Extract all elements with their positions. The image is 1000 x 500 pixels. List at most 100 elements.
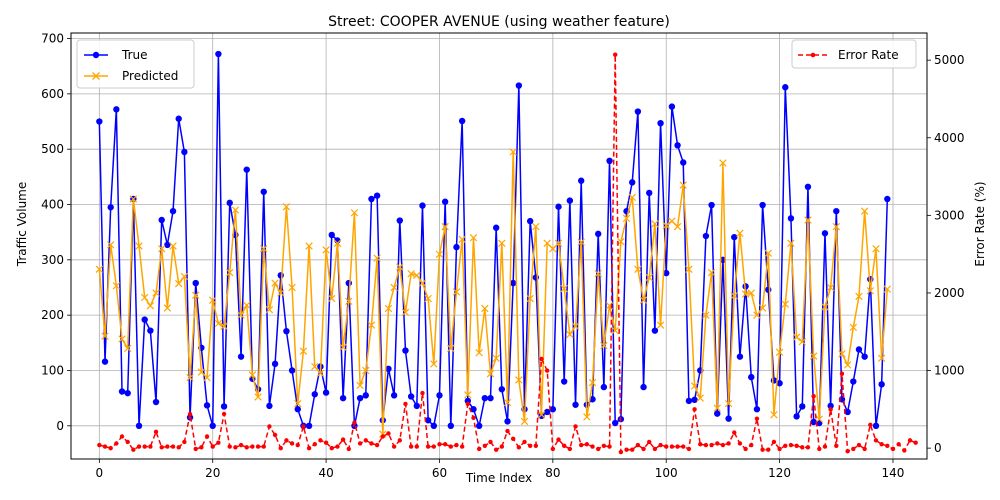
- point-true: [759, 201, 766, 209]
- point-error-rate: [420, 390, 425, 396]
- point-error-rate: [131, 447, 136, 452]
- point-error-rate: [329, 445, 334, 451]
- x-tick-label: 0: [96, 466, 104, 480]
- point-error-rate: [289, 441, 295, 446]
- y-left-tick-label: 500: [41, 142, 64, 156]
- point-error-rate: [454, 442, 459, 448]
- point-predicted: [203, 373, 211, 382]
- point-true: [458, 117, 466, 125]
- point-true: [413, 402, 421, 410]
- point-true: [453, 243, 460, 251]
- point-predicted: [639, 296, 648, 304]
- point-predicted: [282, 202, 291, 211]
- point-error-rate: [607, 444, 612, 449]
- point-predicted: [191, 291, 200, 299]
- point-true: [629, 179, 636, 186]
- point-predicted: [747, 289, 755, 297]
- point-error-rate: [726, 441, 731, 446]
- point-predicted: [180, 272, 189, 281]
- point-true: [101, 358, 109, 365]
- point-true: [164, 241, 171, 249]
- point-error-rate: [233, 445, 238, 450]
- point-error-rate: [505, 428, 510, 434]
- point-true: [515, 82, 523, 89]
- point-true: [209, 422, 216, 430]
- point-predicted: [379, 430, 387, 438]
- point-error-rate: [868, 422, 873, 428]
- legend-predicted-label: Predicted: [122, 69, 178, 83]
- point-predicted: [481, 304, 489, 313]
- point-true: [356, 394, 364, 402]
- series-line-predicted: [98, 151, 889, 435]
- point-true: [572, 401, 579, 408]
- point-true: [651, 327, 659, 334]
- point-true: [827, 402, 834, 410]
- point-predicted: [243, 301, 251, 309]
- point-predicted: [770, 411, 778, 419]
- point-predicted: [577, 238, 585, 246]
- x-tick-label: 60: [432, 466, 447, 480]
- point-error-rate: [618, 449, 624, 455]
- point-error-rate: [839, 371, 845, 376]
- point-error-rate: [544, 368, 550, 373]
- point-predicted: [702, 311, 710, 319]
- x-tick-label: 20: [205, 466, 220, 480]
- point-true: [855, 346, 863, 353]
- point-true: [260, 188, 267, 195]
- point-error-rate: [805, 445, 811, 450]
- point-predicted: [367, 321, 376, 329]
- point-predicted: [248, 371, 257, 379]
- point-predicted: [730, 292, 738, 300]
- point-error-rate: [698, 442, 703, 447]
- point-error-rate: [630, 447, 635, 452]
- point-true: [725, 415, 732, 422]
- point-predicted: [231, 206, 240, 214]
- point-predicted: [583, 413, 591, 421]
- point-true: [748, 373, 755, 381]
- point-error-rate: [692, 407, 697, 412]
- point-predicted: [294, 399, 302, 408]
- point-true: [124, 389, 131, 397]
- point-predicted: [560, 284, 568, 293]
- point-error-rate: [681, 444, 686, 449]
- legend-error-marker: [810, 52, 816, 58]
- point-true: [850, 378, 857, 385]
- point-error-rate: [499, 444, 505, 449]
- point-predicted: [356, 381, 364, 390]
- point-error-rate: [851, 446, 856, 452]
- point-predicted: [118, 335, 126, 343]
- point-predicted: [288, 283, 296, 292]
- point-true: [419, 202, 426, 209]
- point-predicted: [617, 237, 625, 246]
- point-predicted: [486, 370, 495, 378]
- legend-true-label: True: [121, 48, 148, 62]
- point-error-rate: [136, 444, 142, 449]
- point-true: [294, 406, 301, 413]
- point-true: [152, 398, 160, 406]
- point-predicted: [656, 321, 665, 329]
- point-predicted: [532, 222, 540, 231]
- point-error-rate: [340, 437, 346, 442]
- point-true: [663, 269, 670, 277]
- legend-right-box: [791, 39, 917, 69]
- point-error-rate: [817, 446, 822, 452]
- point-predicted: [520, 417, 529, 426]
- point-predicted: [390, 283, 398, 292]
- point-predicted: [651, 220, 659, 228]
- point-error-rate: [647, 439, 652, 445]
- point-error-rate: [323, 440, 329, 445]
- point-error-rate: [913, 440, 918, 445]
- point-true: [714, 410, 721, 417]
- point-predicted: [311, 362, 319, 371]
- point-predicted: [174, 279, 183, 288]
- point-error-rate: [295, 442, 300, 448]
- y-left-tick-label: 200: [41, 308, 64, 322]
- point-true: [475, 422, 483, 430]
- point-predicted: [872, 245, 880, 253]
- point-predicted: [554, 239, 563, 247]
- point-true: [793, 413, 800, 420]
- point-error-rate: [635, 442, 641, 448]
- y-right-tick-label: 4000: [934, 131, 965, 145]
- point-error-rate: [760, 447, 765, 452]
